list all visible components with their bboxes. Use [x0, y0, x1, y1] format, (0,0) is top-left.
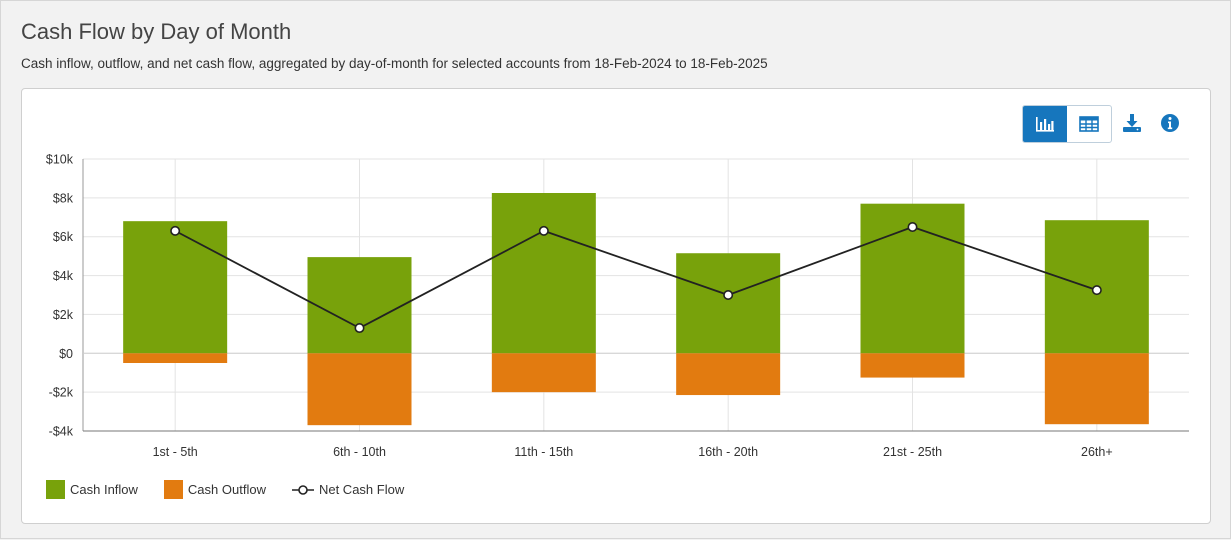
legend-label-outflow: Cash Outflow [187, 482, 266, 497]
legend-label-net: Net Cash Flow [318, 482, 405, 497]
info-icon [1161, 114, 1179, 132]
view-toggle [1022, 105, 1112, 143]
download-icon [1123, 114, 1141, 132]
table-view-button[interactable] [1067, 106, 1111, 142]
info-button[interactable] [1158, 111, 1182, 135]
chart-legend: Cash Inflow Cash Outflow Net Cash Flow [46, 480, 430, 499]
chart-card [21, 88, 1211, 524]
chart-view-button[interactable] [1023, 106, 1067, 142]
legend-label-inflow: Cash Inflow [70, 482, 138, 497]
legend-item-outflow[interactable]: Cash Outflow [163, 480, 266, 499]
download-button[interactable] [1120, 111, 1144, 135]
table-icon [1079, 116, 1099, 132]
legend-item-net[interactable]: Net Cash Flow [291, 482, 405, 497]
legend-swatch-outflow [163, 480, 183, 499]
page-title: Cash Flow by Day of Month [21, 19, 292, 44]
page-subtitle: Cash inflow, outflow, and net cash flow,… [21, 56, 768, 71]
legend-item-inflow[interactable]: Cash Inflow [46, 480, 138, 499]
legend-swatch-inflow [46, 480, 65, 499]
bar-chart-icon [1036, 117, 1054, 132]
legend-line-net-icon [291, 484, 314, 495]
